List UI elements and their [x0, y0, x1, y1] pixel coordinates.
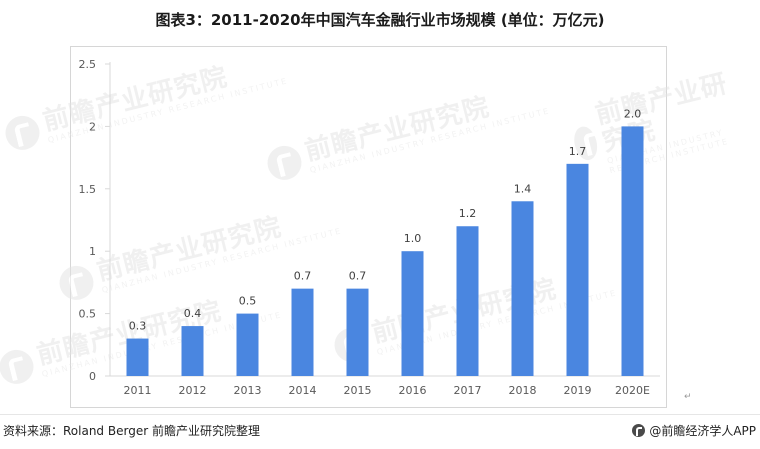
data-label: 1.2 — [459, 207, 477, 220]
data-label: 0.4 — [184, 307, 202, 320]
x-tick-label: 2016 — [399, 384, 427, 397]
bar — [236, 313, 259, 376]
paragraph-mark-icon: ↵ — [684, 392, 692, 402]
data-label: 1.0 — [404, 232, 422, 245]
data-label: 1.7 — [569, 145, 587, 158]
x-tick-label: 2018 — [509, 384, 537, 397]
x-tick-label: 2014 — [289, 384, 317, 397]
y-tick-label: 2.5 — [79, 58, 97, 71]
x-tick-label: 2019 — [564, 384, 592, 397]
x-tick-label: 2011 — [124, 384, 152, 397]
x-tick-label: 2017 — [454, 384, 482, 397]
y-tick-label: 1 — [89, 245, 96, 258]
bar — [511, 201, 534, 376]
x-tick-label: 2012 — [179, 384, 207, 397]
bar — [291, 288, 314, 376]
bar — [346, 288, 369, 376]
bar — [456, 226, 479, 376]
data-label: 0.3 — [129, 320, 147, 333]
y-tick-label: 0 — [89, 370, 96, 383]
bar — [126, 338, 149, 376]
data-label: 2.0 — [624, 107, 642, 120]
data-label: 1.4 — [514, 182, 532, 195]
brand-label: @前瞻经济学人APP — [649, 424, 756, 438]
bar — [621, 126, 644, 377]
data-label: 0.7 — [349, 270, 367, 283]
chart-title: 图表3：2011-2020年中国汽车金融行业市场规模 (单位：万亿元) — [155, 11, 605, 29]
data-label: 0.7 — [294, 270, 312, 283]
y-tick-label: 1.5 — [79, 183, 97, 196]
x-tick-label: 2013 — [234, 384, 262, 397]
y-tick-label: 0.5 — [79, 308, 97, 321]
y-tick-label: 2 — [89, 120, 96, 133]
brand-credit: @前瞻经济学人APP — [632, 422, 756, 439]
x-tick-label: 2015 — [344, 384, 372, 397]
x-tick-label: 2020E — [615, 384, 650, 397]
data-label: 0.5 — [239, 295, 257, 308]
bar — [181, 326, 204, 376]
bar — [401, 251, 424, 376]
footer: 资料来源：Roland Berger 前瞻产业研究院整理 @前瞻经济学人APP — [0, 414, 760, 449]
source-note: 资料来源：Roland Berger 前瞻产业研究院整理 — [3, 424, 260, 438]
brand-logo-icon — [632, 424, 646, 437]
bar — [566, 163, 589, 376]
chart-frame — [70, 46, 667, 408]
